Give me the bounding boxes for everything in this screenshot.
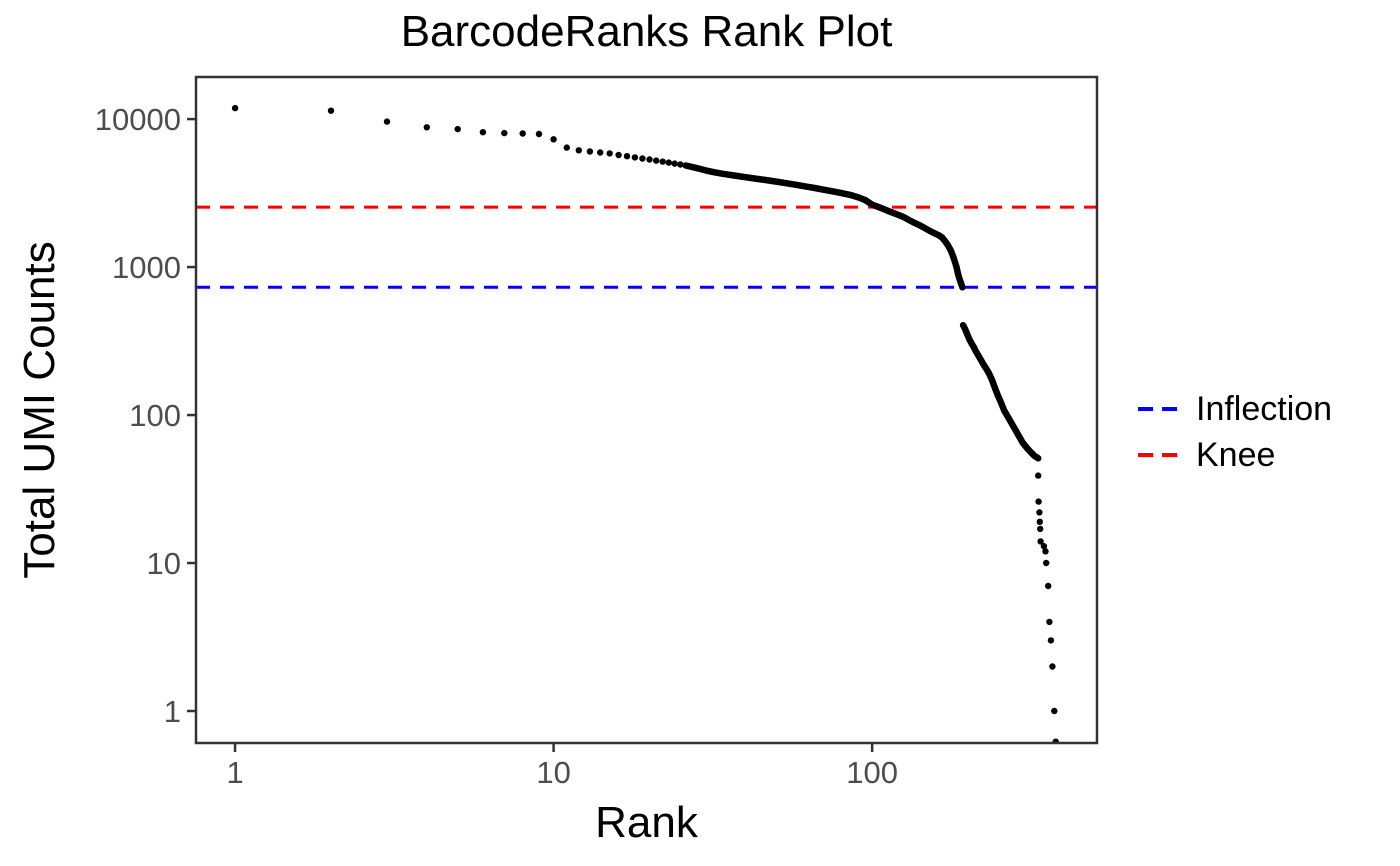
chart-title: BarcodeRanks Rank Plot xyxy=(400,7,893,56)
data-point xyxy=(631,154,639,161)
data-point xyxy=(575,147,582,154)
data-point xyxy=(1037,538,1044,545)
legend-label: Knee xyxy=(1196,435,1276,474)
data-point xyxy=(1036,509,1043,516)
data-point xyxy=(563,144,570,151)
data-point xyxy=(1037,525,1044,533)
x-tick-label: 10 xyxy=(536,755,570,790)
data-point xyxy=(479,129,487,136)
legend-item-knee: Knee xyxy=(1138,436,1332,474)
data-point xyxy=(597,149,604,156)
x-axis-title: Rank xyxy=(595,798,698,847)
legend-key-dashed-line xyxy=(1138,453,1180,457)
data-point xyxy=(327,107,335,114)
data-point xyxy=(519,130,526,137)
data-point xyxy=(606,150,613,157)
data-point xyxy=(1051,707,1058,715)
data-point xyxy=(671,160,678,167)
panel-content xyxy=(196,104,1097,743)
data-point xyxy=(1043,559,1050,567)
data-point xyxy=(1035,498,1042,505)
data-point xyxy=(1036,518,1044,525)
panel-border xyxy=(194,75,1099,745)
data-point xyxy=(1046,618,1053,626)
y-tick-label: 100 xyxy=(129,398,181,433)
barcodes-shoulder-band xyxy=(682,162,966,291)
x-tick-label: 1 xyxy=(226,755,243,790)
legend: Inflection Knee xyxy=(1138,390,1332,474)
legend-key-dashed-line xyxy=(1138,407,1180,411)
legend-item-inflection: Inflection xyxy=(1138,390,1332,428)
y-tick-label: 1 xyxy=(164,694,181,729)
legend-label: Inflection xyxy=(1196,389,1333,428)
data-point xyxy=(1049,663,1056,670)
data-point xyxy=(454,125,461,133)
data-point xyxy=(653,157,660,164)
data-point xyxy=(659,158,666,165)
data-point xyxy=(639,155,646,162)
data-point xyxy=(1040,543,1048,550)
data-point xyxy=(615,151,622,159)
data-point xyxy=(231,104,239,112)
data-point xyxy=(550,136,557,143)
data-point xyxy=(501,129,508,137)
y-tick-label: 1000 xyxy=(112,250,181,285)
data-point xyxy=(646,156,653,163)
x-tick-label: 100 xyxy=(846,755,898,790)
data-point xyxy=(586,148,594,155)
barcodes-cliff-band xyxy=(959,321,1042,462)
data-point xyxy=(1042,548,1049,555)
data-point xyxy=(665,159,672,166)
data-point xyxy=(677,161,684,168)
y-tick-label: 10000 xyxy=(95,102,181,137)
data-point xyxy=(1045,582,1052,590)
y-tick-label: 10 xyxy=(147,546,181,581)
data-point xyxy=(623,153,631,160)
data-point xyxy=(383,118,391,125)
data-point xyxy=(1047,637,1055,644)
data-point xyxy=(535,130,543,138)
data-point xyxy=(423,124,430,131)
data-point xyxy=(1035,472,1042,479)
